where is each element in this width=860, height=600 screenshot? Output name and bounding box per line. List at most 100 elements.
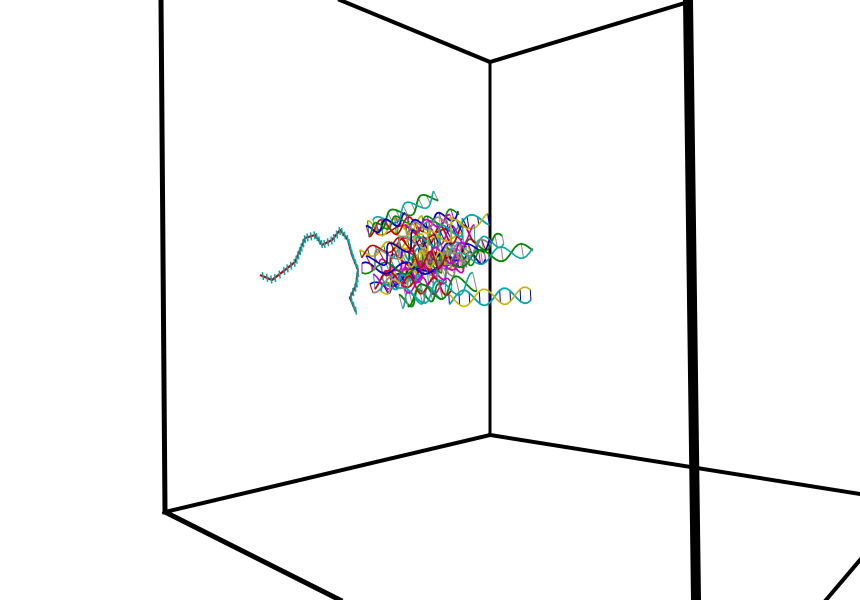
dna-helix-strand (421, 218, 469, 255)
dna-base-pair (297, 251, 300, 260)
dna-base-pair (458, 243, 463, 261)
dna-base-pair (448, 293, 450, 305)
dna-helix-strand (405, 216, 453, 235)
dna-base-pair (326, 238, 330, 247)
dna-base-pair (478, 250, 481, 264)
dna-base-pair (480, 249, 484, 265)
dna-base-pair (354, 259, 358, 268)
dna-helix-strand (450, 246, 534, 265)
dna-helix-strand (403, 271, 474, 304)
dna-base-pair (395, 255, 402, 268)
dna-base-pair (273, 273, 277, 283)
dna-base-pair (265, 273, 269, 282)
dna-base-pair (417, 198, 424, 209)
dna-base-pair (298, 247, 302, 256)
dna-base-pair (350, 296, 353, 305)
dna-base-pair (461, 217, 469, 230)
dna-base-pair (355, 279, 358, 288)
dna-base-pair (454, 275, 461, 296)
dna-base-pair (433, 190, 439, 201)
box-edge (161, 508, 344, 600)
dna-base-pair (468, 292, 471, 304)
box-edge (158, 0, 168, 515)
dna-base-pair (354, 306, 358, 315)
dna-helix-strand (373, 235, 423, 271)
dna-base-pair (323, 239, 326, 249)
dna-base-pair (509, 290, 511, 302)
dna-base-pair (352, 301, 356, 310)
dna-base-pair (369, 283, 374, 294)
dna-base-pair (352, 253, 355, 263)
dna-base-pair (261, 271, 265, 281)
dna-base-pair (404, 224, 407, 234)
dna-base-pair (410, 202, 416, 212)
box-edge (487, 0, 691, 65)
dna-base-pair (391, 279, 398, 290)
box-edge (487, 432, 860, 497)
dna-base-pair (346, 234, 349, 244)
dna-base-pair (426, 215, 431, 228)
dna-base-pair (365, 225, 370, 236)
dna-base-pair (300, 243, 303, 252)
dna-base-pair (421, 237, 429, 251)
dna-base-pair (426, 268, 430, 284)
box-edge (823, 557, 860, 600)
dna-base-pair (425, 195, 431, 204)
dna-base-pair (332, 233, 336, 243)
dna-base-pair (487, 213, 490, 226)
dna-base-pair (412, 251, 414, 266)
dna-base-pair (450, 209, 455, 221)
dna-base-pair (520, 243, 524, 259)
dna-tail-strand (259, 228, 360, 313)
dna-molecule-model[interactable] (259, 190, 534, 315)
dna-helix-strand (359, 233, 424, 258)
dna-base-pair (313, 231, 316, 240)
dna-base-pair (500, 246, 504, 262)
dna-base-pair (417, 271, 420, 283)
dna-base-pair (320, 239, 324, 249)
dna-helix-strand (450, 242, 534, 269)
dna-base-pair (401, 236, 411, 252)
bounding-box-back-edges (162, 0, 860, 515)
dna-helix-strand (365, 211, 406, 234)
dna-base-pair (302, 239, 305, 248)
dna-base-pair (445, 245, 450, 264)
dna-base-pair (295, 255, 298, 264)
dna-base-pair (489, 291, 491, 303)
dna-base-pair (385, 219, 390, 230)
dna-base-pair (403, 287, 409, 308)
dna-helix-strand (400, 275, 453, 296)
dna-base-pair (343, 231, 347, 240)
dna-base-pair (484, 253, 486, 260)
dna-base-pair (389, 242, 399, 258)
dna-base-pair (472, 272, 478, 292)
box-edge (337, 0, 493, 65)
dna-helix-strand (400, 276, 453, 296)
dna-helix-strand (407, 250, 447, 269)
dna-base-pair (278, 270, 281, 279)
dna-base-pair (289, 261, 293, 270)
dna-base-pair (501, 235, 505, 244)
dna-base-pair (519, 289, 522, 302)
dna-base-pair (407, 216, 411, 234)
dna-helix-strand (401, 285, 444, 310)
dna-base-pair (400, 274, 407, 285)
dna-base-pair (437, 279, 443, 300)
dna-base-pair (375, 222, 380, 233)
bounding-box-front-edges (158, 0, 860, 600)
dna-base-pair (372, 220, 378, 231)
dna-base-pair (338, 226, 341, 236)
dna-helix-strand (407, 275, 478, 308)
dna-base-pair (372, 273, 376, 290)
dna-base-pair (444, 278, 447, 295)
dna-base-pair (473, 224, 476, 243)
dna-base-pair (354, 283, 357, 292)
dna-base-pair (335, 230, 339, 239)
dna-base-pair (431, 252, 433, 267)
dna-base-pair (377, 249, 387, 265)
dna-base-pair (340, 227, 344, 237)
dna-base-pair (398, 294, 404, 309)
dna-base-pair (458, 259, 464, 272)
